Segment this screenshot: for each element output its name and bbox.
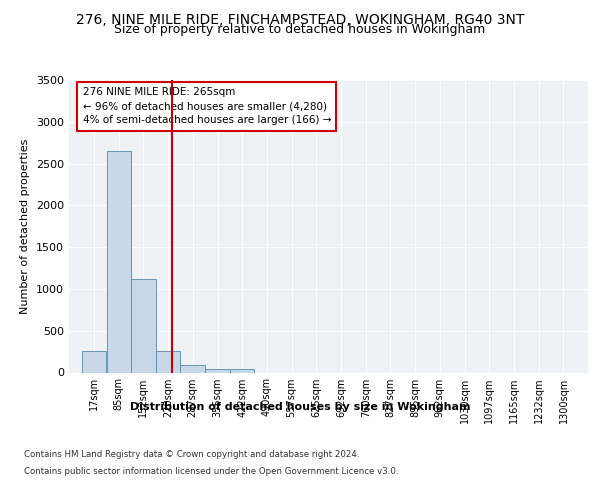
Bar — [156, 351, 181, 372]
Text: Contains public sector information licensed under the Open Government Licence v3: Contains public sector information licen… — [24, 468, 398, 476]
Text: Contains HM Land Registry data © Crown copyright and database right 2024.: Contains HM Land Registry data © Crown c… — [24, 450, 359, 459]
Text: Distribution of detached houses by size in Wokingham: Distribution of detached houses by size … — [130, 402, 470, 412]
Bar — [131, 279, 155, 372]
Text: Size of property relative to detached houses in Wokingham: Size of property relative to detached ho… — [115, 24, 485, 36]
Y-axis label: Number of detached properties: Number of detached properties — [20, 138, 31, 314]
Bar — [205, 368, 230, 372]
Bar — [82, 351, 106, 372]
Bar — [181, 364, 205, 372]
Text: 276, NINE MILE RIDE, FINCHAMPSTEAD, WOKINGHAM, RG40 3NT: 276, NINE MILE RIDE, FINCHAMPSTEAD, WOKI… — [76, 12, 524, 26]
Text: 276 NINE MILE RIDE: 265sqm
← 96% of detached houses are smaller (4,280)
4% of se: 276 NINE MILE RIDE: 265sqm ← 96% of deta… — [83, 88, 331, 126]
Bar — [230, 368, 254, 372]
Bar — [107, 151, 131, 372]
